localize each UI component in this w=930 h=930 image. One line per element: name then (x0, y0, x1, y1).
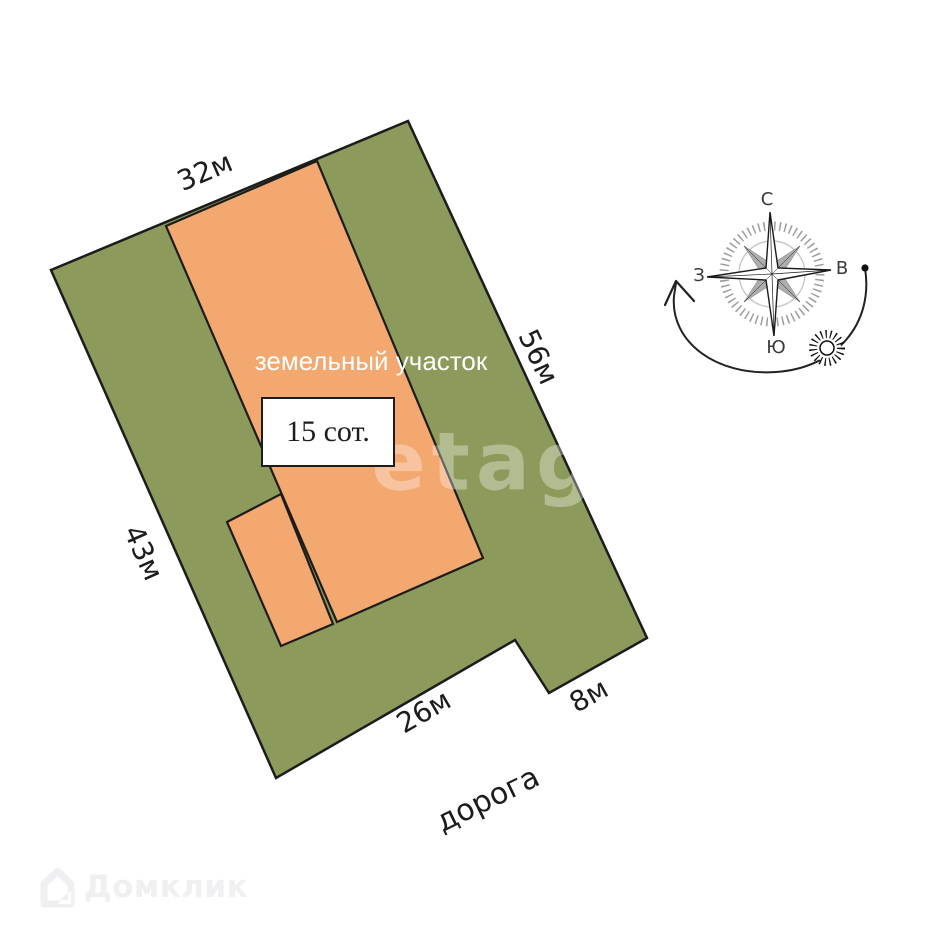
parcel-label: земельный участок (254, 346, 488, 376)
compass-spokes (706, 211, 832, 337)
compass-north-label: С (760, 189, 774, 210)
sun-icon (809, 330, 845, 366)
compass-west-label: З (693, 265, 705, 286)
sun-path-arrowhead (663, 279, 696, 307)
area-badge: 15 сот. (261, 397, 395, 467)
compass-south-label: Ю (766, 337, 786, 358)
compass-rose (663, 211, 869, 374)
building-annex-shape (225, 492, 335, 648)
etagi-watermark: etagi (371, 415, 633, 509)
building-main-shape (164, 159, 485, 624)
area-badge-label: 15 сот. (286, 415, 370, 448)
domclick-watermark: Домклик (84, 869, 249, 905)
sun-path-start-dot (861, 264, 869, 272)
domclick-house-icon (40, 867, 75, 908)
sun-path-arc (672, 267, 868, 374)
compass-east-label: В (835, 258, 849, 279)
